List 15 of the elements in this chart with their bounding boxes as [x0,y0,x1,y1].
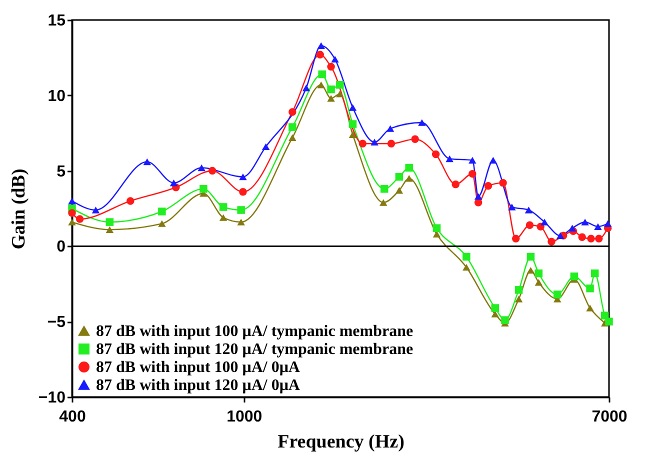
legend-label: 87 dB with input 120 μA/ 0μA [96,377,300,394]
y-tick-label: 5 [56,163,66,180]
legend-label: 87 dB with input 100 μA/ 0μA [96,359,300,376]
x-tick-label: 400 [59,408,86,426]
x-tick-label: 1000 [226,408,262,426]
y-tick-label: −5 [47,314,66,332]
x-axis-title: Frequency (Hz) [278,432,404,452]
legend-label: 87 dB with input 120 μA/ tympanic membrane [96,341,414,358]
y-tick-label: −10 [38,390,66,406]
y-tick-label: 10 [48,88,66,105]
x-tick-label: 7000 [592,408,628,426]
y-tick-label: 15 [48,12,66,30]
y-tick-label: 0 [56,238,66,256]
legend-label: 87 dB with input 100 μA/ tympanic membrane [96,323,414,340]
y-axis-title: Gain (dB) [8,168,30,250]
